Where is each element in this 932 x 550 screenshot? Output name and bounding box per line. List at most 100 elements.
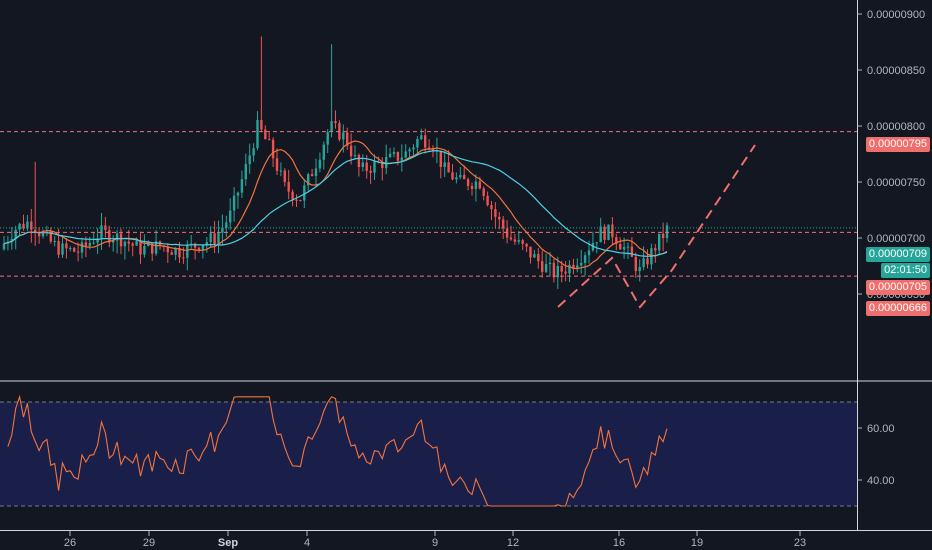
time-tick-label: 19 xyxy=(691,537,703,549)
candle-body xyxy=(256,120,259,149)
candle-body xyxy=(353,155,357,157)
candle-body xyxy=(478,181,481,189)
price-tick-label: 0.00000700 xyxy=(867,233,925,245)
candle-body xyxy=(482,188,485,196)
candle-body xyxy=(287,181,290,192)
candle-body xyxy=(303,185,306,201)
candle-body xyxy=(400,157,403,161)
candle-body xyxy=(14,229,17,239)
candle-body xyxy=(166,247,169,253)
candle-body xyxy=(76,251,80,253)
candle-body xyxy=(244,164,247,180)
candle-body xyxy=(41,233,45,237)
candle-body xyxy=(388,153,392,158)
candle-body xyxy=(658,233,661,251)
candle-body xyxy=(494,209,497,217)
candle-body xyxy=(108,230,111,243)
time-tick-label: 16 xyxy=(613,537,625,549)
candle-body xyxy=(521,240,524,244)
candle-body xyxy=(654,248,657,251)
candle-body xyxy=(291,191,294,200)
candle-body xyxy=(626,246,630,248)
candle-body xyxy=(357,155,361,167)
candle-body xyxy=(2,243,6,250)
candle-body xyxy=(147,242,150,246)
candle-body xyxy=(381,162,384,169)
candle-body xyxy=(84,242,88,246)
level-label-795: 0.00000795 xyxy=(865,137,930,152)
time-tick-label: 4 xyxy=(304,537,310,549)
ma-fast-line xyxy=(3,140,668,270)
candle-body xyxy=(119,233,123,247)
price-tick-label: 0.00000850 xyxy=(867,65,925,77)
candle-body xyxy=(361,162,364,167)
candle-body xyxy=(275,158,279,171)
candle-body xyxy=(268,139,271,141)
ma-slow-line xyxy=(3,149,668,257)
candle-body xyxy=(544,264,548,272)
candle-body xyxy=(248,155,251,165)
candle-body xyxy=(65,243,68,249)
candle-body xyxy=(416,139,419,148)
candle-body xyxy=(583,255,587,263)
candle-body xyxy=(349,145,353,157)
candle-body xyxy=(193,243,197,248)
candle-body xyxy=(342,132,345,140)
candle-body xyxy=(404,151,407,158)
time-tick-label: 12 xyxy=(507,537,519,549)
candle-body xyxy=(170,252,173,255)
candle-body xyxy=(127,241,130,244)
level-label-666: 0.00000666 xyxy=(865,301,930,316)
candle-body xyxy=(80,242,84,253)
candle-body xyxy=(326,132,329,145)
candle-body xyxy=(295,199,298,201)
candle-body xyxy=(330,121,333,133)
candle-body xyxy=(587,250,591,256)
candle-body xyxy=(646,258,649,265)
candle-body xyxy=(580,262,583,266)
candle-body xyxy=(365,162,368,171)
candle-body xyxy=(22,223,25,229)
candle-body xyxy=(318,159,322,169)
candle-body xyxy=(665,225,669,239)
candle-body xyxy=(123,241,127,247)
candle-body xyxy=(143,245,146,255)
candle-body xyxy=(307,174,310,186)
candle-body xyxy=(541,261,544,272)
candle-body xyxy=(197,247,201,251)
candle-body xyxy=(37,232,41,237)
candle-body xyxy=(186,244,189,258)
candle-body xyxy=(322,144,325,160)
candle-body xyxy=(548,262,552,265)
candle-body xyxy=(92,242,95,244)
candle-body xyxy=(73,247,76,252)
candle-body xyxy=(252,148,255,156)
candle-body xyxy=(18,223,21,230)
candle-body xyxy=(182,257,185,259)
candle-body xyxy=(240,179,244,193)
candle-body xyxy=(279,170,283,172)
candle-body xyxy=(100,225,103,239)
candle-body xyxy=(552,262,556,278)
candle-body xyxy=(611,224,614,238)
candle-body xyxy=(420,135,423,140)
candle-body xyxy=(310,174,314,177)
candle-body xyxy=(498,216,501,220)
candle-body xyxy=(443,162,446,167)
candle-body xyxy=(537,254,540,262)
candle-body xyxy=(470,185,474,189)
candle-body xyxy=(131,243,134,246)
candle-body xyxy=(139,241,142,255)
candle-body xyxy=(264,129,267,140)
candle-body xyxy=(61,243,64,255)
candle-body xyxy=(57,240,60,255)
candle-body xyxy=(408,149,411,152)
last-price-label: 0.00000709 xyxy=(865,247,930,262)
candle-body xyxy=(260,120,263,130)
projection-path xyxy=(557,144,756,309)
candle-body xyxy=(642,258,645,268)
candle-body xyxy=(459,174,462,178)
candle-body xyxy=(603,226,606,240)
candle-body xyxy=(607,224,610,240)
